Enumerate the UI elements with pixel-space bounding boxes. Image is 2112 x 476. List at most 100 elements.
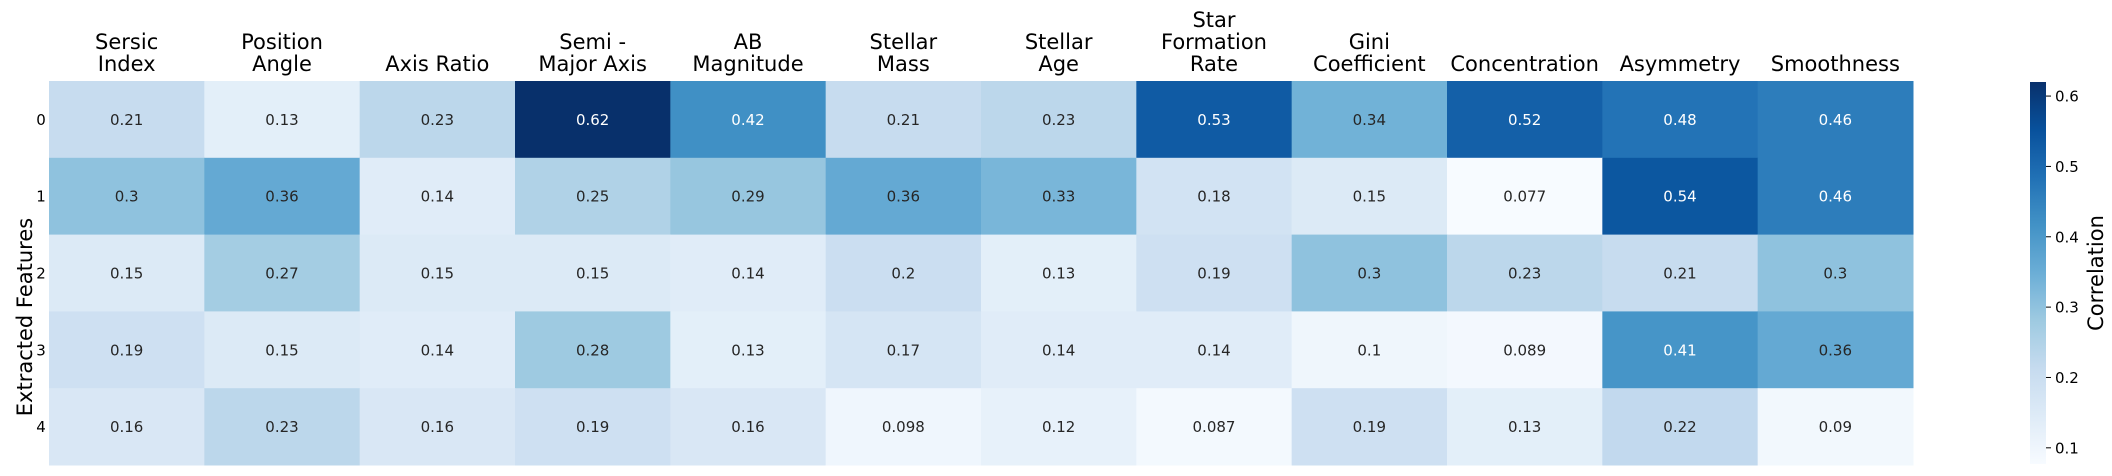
heatmap-cell <box>204 234 361 312</box>
cell-value-label: 0.19 <box>1353 418 1386 436</box>
heatmap-cell <box>49 388 205 466</box>
cell-value-label: 0.41 <box>1663 341 1696 359</box>
column-label: Stellar Age <box>1025 30 1093 76</box>
heatmap-cell <box>204 311 361 389</box>
colorbar-tick-label: 0.6 <box>2055 88 2079 106</box>
cell-value-label: 0.23 <box>1042 111 1075 129</box>
heatmap-cell <box>670 81 827 159</box>
cell-value-label: 0.15 <box>421 265 454 283</box>
heatmap-cell <box>1447 311 1603 389</box>
cell-value-label: 0.14 <box>1042 341 1075 359</box>
colorbar-tick-label: 0.2 <box>2055 369 2079 387</box>
heatmap-cells <box>49 81 1914 466</box>
cell-value-label: 0.14 <box>421 341 454 359</box>
heatmap-cell <box>1136 81 1293 159</box>
cell-value-label: 0.22 <box>1663 418 1696 436</box>
row-label: 1 <box>36 188 46 206</box>
cell-value-label: 0.23 <box>421 111 454 129</box>
cell-value-label: 0.52 <box>1508 111 1541 129</box>
column-label: Asymmetry <box>1620 52 1741 76</box>
cell-value-label: 0.62 <box>576 111 609 129</box>
heatmap-cell <box>515 157 671 236</box>
heatmap-cell <box>981 157 1137 236</box>
heatmap-cell <box>1291 157 1448 236</box>
cell-value-label: 0.21 <box>887 111 920 129</box>
cell-value-label: 0.13 <box>1508 418 1541 436</box>
heatmap-cell <box>825 388 982 466</box>
heatmap-cell <box>1757 311 1914 389</box>
heatmap-cell <box>49 311 205 389</box>
cell-value-label: 0.15 <box>265 341 298 359</box>
heatmap-cell <box>1602 311 1759 389</box>
heatmap-cell <box>1291 81 1448 159</box>
cell-value-label: 0.17 <box>887 341 920 359</box>
cell-value-label: 0.21 <box>1663 265 1696 283</box>
colorbar-tick-label: 0.5 <box>2055 158 2079 176</box>
cell-value-label: 0.25 <box>576 188 609 206</box>
colorbar-ticks: 0.1 0.2 0.3 0.4 0.5 0.6 <box>2046 88 2079 457</box>
colorbar <box>2030 82 2046 464</box>
heatmap-cell <box>825 81 982 159</box>
colorbar-tick-label: 0.1 <box>2055 439 2079 457</box>
cell-value-label: 0.36 <box>265 188 298 206</box>
cell-value-label: 0.46 <box>1819 111 1852 129</box>
heatmap-cell <box>359 234 516 312</box>
heatmap-cell <box>515 311 671 389</box>
cell-value-label: 0.16 <box>421 418 454 436</box>
cell-value-labels: 0.21 0.13 0.23 0.62 0.42 0.21 0.23 0.53 0.34 0.52… <box>110 111 1852 436</box>
cell-value-label: 0.19 <box>1197 265 1230 283</box>
heatmap-cell <box>1291 311 1448 389</box>
cell-value-label: 0.3 <box>1823 265 1847 283</box>
cell-value-label: 0.19 <box>110 341 143 359</box>
cell-value-label: 0.16 <box>110 418 143 436</box>
row-labels: 0 1 2 3 4 <box>36 111 46 436</box>
cell-value-label: 0.13 <box>265 111 298 129</box>
heatmap-cell <box>359 157 516 236</box>
heatmap-cell <box>1602 388 1759 466</box>
cell-value-label: 0.098 <box>882 418 925 436</box>
heatmap-cell <box>825 234 982 312</box>
cell-value-label: 0.12 <box>1042 418 1075 436</box>
column-label: Stellar Mass <box>870 30 938 76</box>
cell-value-label: 0.33 <box>1042 188 1075 206</box>
column-label: Gini Coefficient <box>1313 30 1426 76</box>
heatmap-cell <box>359 81 516 159</box>
heatmap-cell <box>1136 157 1293 236</box>
cell-value-label: 0.23 <box>265 418 298 436</box>
heatmap-cell <box>1447 81 1603 159</box>
cell-value-label: 0.48 <box>1663 111 1696 129</box>
heatmap-cell <box>981 234 1137 312</box>
cell-value-label: 0.36 <box>887 188 920 206</box>
heatmap-cell <box>1447 388 1603 466</box>
cell-value-label: 0.16 <box>731 418 764 436</box>
heatmap-cell <box>1136 311 1293 389</box>
heatmap-cell <box>825 157 982 236</box>
row-label: 0 <box>36 111 46 129</box>
heatmap-cell <box>1447 234 1603 312</box>
heatmap-cell <box>1757 81 1914 159</box>
cell-value-label: 0.15 <box>1353 188 1386 206</box>
heatmap-cell <box>670 388 827 466</box>
heatmap-cell <box>515 388 671 466</box>
column-label: Smoothness <box>1771 52 1900 76</box>
cell-value-label: 0.23 <box>1508 265 1541 283</box>
heatmap-cell <box>670 311 827 389</box>
heatmap-cell <box>204 81 361 159</box>
column-label: Position Angle <box>241 30 323 76</box>
cell-value-label: 0.13 <box>731 341 764 359</box>
heatmap-cell <box>49 81 205 159</box>
cell-value-label: 0.089 <box>1503 341 1546 359</box>
heatmap-cell <box>1757 234 1914 312</box>
cell-value-label: 0.077 <box>1503 188 1546 206</box>
cell-value-label: 0.36 <box>1819 341 1852 359</box>
cell-value-label: 0.34 <box>1353 111 1386 129</box>
heatmap-cell <box>515 81 671 159</box>
heatmap-cell <box>359 388 516 466</box>
column-label: Axis Ratio <box>385 52 489 76</box>
heatmap-cell <box>1136 234 1293 312</box>
heatmap-cell <box>670 157 827 236</box>
heatmap-cell <box>1291 234 1448 312</box>
row-label: 3 <box>36 341 46 359</box>
cell-value-label: 0.15 <box>110 265 143 283</box>
